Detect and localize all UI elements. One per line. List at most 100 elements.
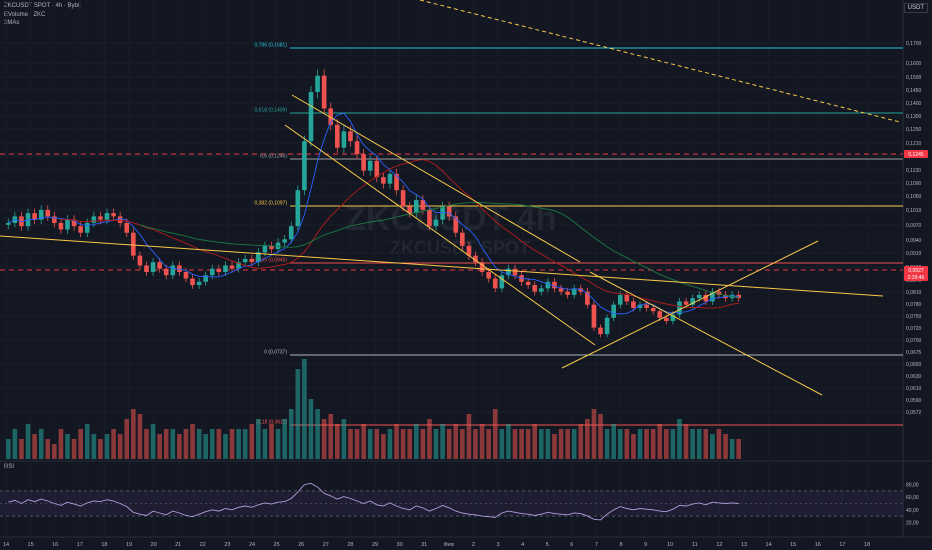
volume-bar bbox=[65, 434, 70, 459]
volume-bar bbox=[45, 439, 51, 459]
candle-body bbox=[710, 291, 715, 302]
time-axis-tick: 5 bbox=[546, 542, 549, 548]
candle-body bbox=[315, 75, 320, 93]
candle-body bbox=[328, 108, 334, 125]
price-axis-tick: 0,0675 bbox=[906, 350, 922, 356]
candle-body bbox=[479, 262, 485, 272]
candle-body bbox=[242, 258, 248, 263]
volume-bar bbox=[249, 424, 255, 459]
volume-bar bbox=[729, 439, 735, 459]
candle-body bbox=[137, 255, 143, 266]
time-axis-tick: 27 bbox=[323, 542, 329, 548]
volume-bar bbox=[196, 429, 202, 459]
price-axis-tick: 0,0650 bbox=[906, 362, 922, 368]
ma-mid-line bbox=[60, 159, 739, 309]
volume-bar bbox=[512, 429, 518, 459]
time-axis-tick: 8 bbox=[619, 542, 622, 548]
volume-bar bbox=[84, 424, 90, 459]
volume-bar bbox=[295, 369, 301, 459]
volume-bar bbox=[315, 409, 320, 459]
volume-bar bbox=[683, 424, 689, 459]
candle-body bbox=[71, 219, 77, 227]
candle-body bbox=[571, 288, 577, 295]
volume-bar bbox=[723, 434, 728, 459]
candle-body bbox=[499, 275, 505, 289]
volume-bar bbox=[473, 429, 478, 459]
volume-bar bbox=[677, 419, 682, 459]
candle-body bbox=[538, 288, 544, 292]
candle-body bbox=[367, 160, 373, 171]
candle-body bbox=[295, 190, 301, 227]
fib-level-label: 0,5 (0,1246) bbox=[260, 154, 287, 160]
time-axis-tick: 4 bbox=[521, 542, 524, 548]
candle-body bbox=[282, 239, 287, 243]
time-axis-tick: 13 bbox=[741, 542, 747, 548]
time-axis-tick: 24 bbox=[249, 542, 255, 548]
price-axis-tick: 0,1210 bbox=[906, 141, 922, 147]
candle-body bbox=[38, 209, 44, 220]
candle-body bbox=[209, 268, 215, 276]
volume-bar bbox=[335, 424, 340, 459]
price-axis-tick: 0,1300 bbox=[906, 114, 922, 120]
volume-bar bbox=[117, 434, 123, 459]
volume-bar bbox=[157, 434, 162, 459]
volume-indicator-label[interactable]: EVolume · ZKC bbox=[4, 12, 46, 18]
channel-upper-trendline bbox=[291, 94, 581, 263]
volume-bar bbox=[538, 429, 544, 459]
volume-bar bbox=[624, 429, 630, 459]
rsi-pane-label[interactable]: RSI bbox=[4, 464, 15, 470]
price-badge-bg bbox=[904, 150, 928, 158]
channel-lower-trendline bbox=[284, 124, 596, 346]
volume-bar bbox=[170, 429, 176, 459]
volume-bar bbox=[163, 429, 169, 459]
candle-body bbox=[552, 281, 557, 289]
volume-bar bbox=[25, 424, 31, 459]
candle-body bbox=[703, 294, 709, 302]
volume-bar bbox=[177, 434, 182, 459]
candle-body bbox=[374, 160, 380, 178]
price-axis-tick: 0,1130 bbox=[906, 168, 921, 174]
price-axis-tick: 0,0810 bbox=[906, 290, 922, 296]
candle-body bbox=[400, 190, 406, 207]
candle-body bbox=[598, 327, 603, 335]
price-axis-tick: 0,1500 bbox=[906, 75, 922, 81]
volume-bar bbox=[269, 424, 274, 459]
candle-body bbox=[361, 154, 366, 171]
volume-bar bbox=[137, 414, 143, 459]
volume-bar bbox=[657, 424, 663, 459]
candle-body bbox=[124, 222, 130, 233]
candle-body bbox=[177, 265, 182, 272]
currency-badge[interactable]: USDT bbox=[903, 3, 928, 13]
time-axis-tick: 10 bbox=[667, 542, 673, 548]
price-axis-tick: 0,1010 bbox=[906, 208, 922, 214]
volume-bar bbox=[381, 434, 386, 459]
candle-body bbox=[407, 206, 412, 214]
candle-body bbox=[453, 216, 459, 233]
candle-body bbox=[637, 304, 643, 308]
chart-symbol-line[interactable]: ZKCUSDT SPOT · 4h · Bybit bbox=[4, 3, 81, 9]
time-axis-tick: 15 bbox=[28, 542, 34, 548]
candle-body bbox=[578, 288, 584, 292]
price-badge-text: 0,1245 bbox=[908, 152, 924, 158]
rsi-axis-tick: 80,00 bbox=[906, 483, 919, 489]
price-axis-tick: 0,0630 bbox=[906, 374, 922, 380]
candle-body bbox=[506, 268, 511, 276]
candle-body bbox=[631, 301, 636, 308]
candle-body bbox=[670, 314, 676, 322]
volume-bar bbox=[256, 419, 261, 459]
candle-body bbox=[512, 268, 518, 276]
price-axis-tick: 0,0940 bbox=[906, 238, 922, 244]
time-axis-tick: 25 bbox=[274, 542, 280, 548]
candle-body bbox=[545, 281, 551, 289]
candle-body bbox=[321, 75, 327, 109]
long-dashed-downtrend bbox=[419, 0, 901, 123]
volume-bar bbox=[525, 429, 531, 459]
candle-body bbox=[624, 294, 630, 302]
ma-indicator-label[interactable]: 3MAs bbox=[4, 20, 20, 26]
candle-body bbox=[394, 173, 399, 191]
ma-slow-line bbox=[139, 202, 739, 298]
candle-body bbox=[58, 222, 64, 230]
volume-bar bbox=[466, 414, 472, 459]
fib-level-label: 0,382 (0,1097) bbox=[254, 201, 287, 207]
